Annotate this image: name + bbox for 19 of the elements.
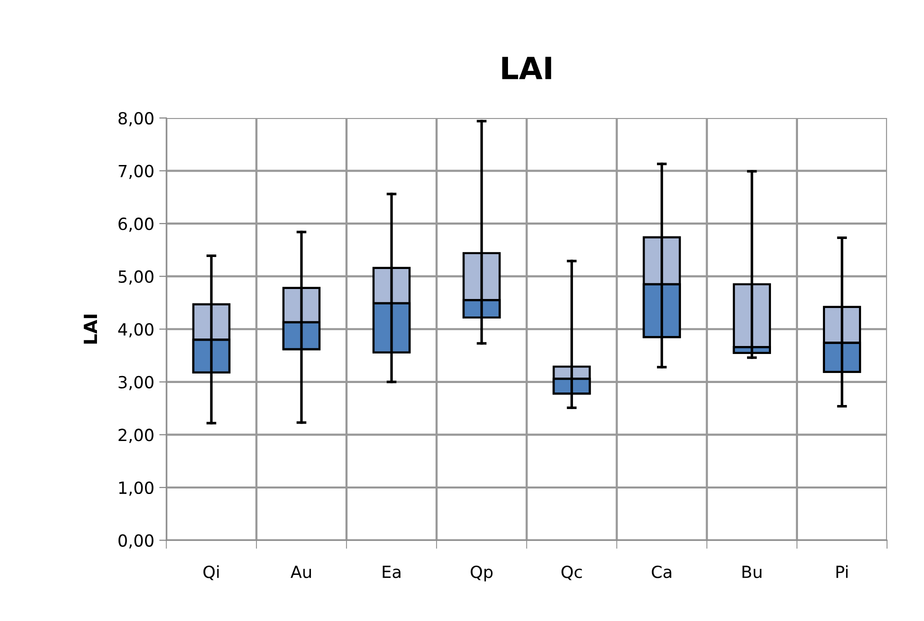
y-tick-label: 8,00 <box>118 112 154 126</box>
x-tick-label: Qc <box>562 566 582 580</box>
x-tick-label: Ea <box>382 566 400 578</box>
x-tick-label: Ca <box>652 566 672 578</box>
y-tick-label: 2,00 <box>118 428 154 443</box>
y-tick-label: 4,00 <box>118 323 154 338</box>
x-tick-label: Qi <box>203 565 219 580</box>
y-tick-label: 7,00 <box>118 164 154 180</box>
y-tick-label: 0,00 <box>118 534 154 549</box>
y-tick-label: 3,00 <box>118 376 154 390</box>
x-tick-label: Bu <box>742 566 762 578</box>
y-tick-label: 1,00 <box>119 481 154 496</box>
y-tick-label: 5,00 <box>118 270 154 285</box>
x-tick-label: Pi <box>836 565 848 578</box>
chart-title: LAI <box>502 56 552 80</box>
y-axis-title: LAI <box>84 314 97 344</box>
x-tick-label: Au <box>290 566 311 578</box>
x-tick-label: Qp <box>470 566 493 582</box>
y-tick-label: 6,00 <box>118 218 154 232</box>
